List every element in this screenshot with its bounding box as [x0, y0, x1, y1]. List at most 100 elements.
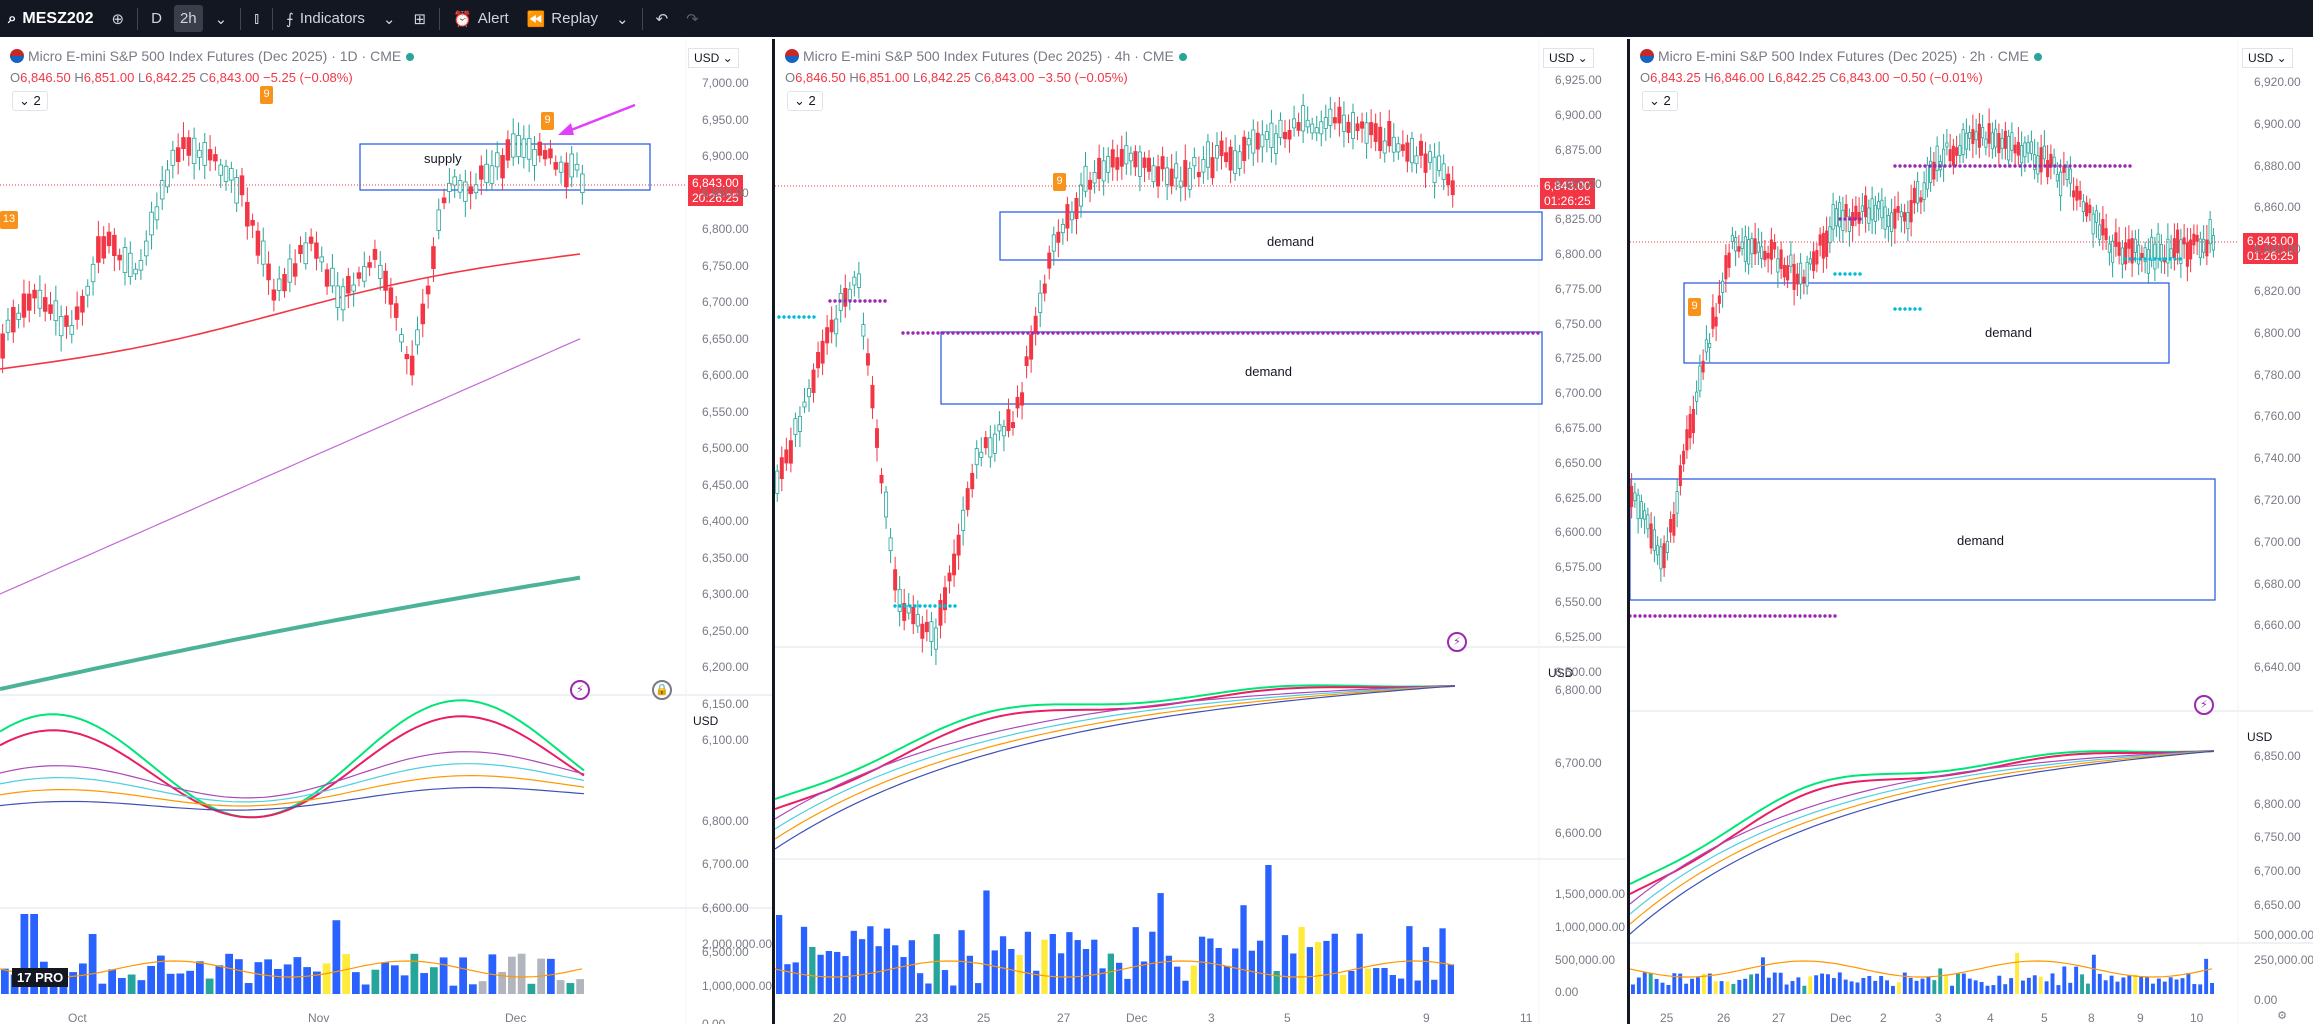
indicator-toggle[interactable]: ⌄ 2 — [787, 91, 823, 111]
flash-icon[interactable]: ⚡ — [570, 680, 590, 700]
signal-dot — [1451, 331, 1455, 335]
chart-canvas[interactable] — [775, 39, 1626, 1024]
volume-bar — [1248, 950, 1255, 994]
signal-dot — [1056, 331, 1060, 335]
candle — [2211, 235, 2215, 251]
currency-selector[interactable]: USD ⌄ — [1543, 48, 1594, 68]
volume-bar — [361, 984, 370, 994]
interval-dropdown[interactable]: ⌄ — [206, 0, 237, 37]
low-value: 6,842.25 — [1775, 70, 1826, 85]
demand-zone-label: demand — [1267, 234, 1314, 249]
volume-bar — [800, 926, 808, 994]
candle — [1756, 242, 1760, 253]
lock-icon[interactable]: 🔒 — [652, 680, 672, 700]
indicators-dropdown[interactable]: ⌄ — [374, 0, 405, 37]
candle — [1691, 408, 1695, 434]
chart-panel-daily[interactable]: Micro E-mini S&P 500 Index Futures (Dec … — [0, 39, 772, 1024]
chart-panel-4h[interactable]: Micro E-mini S&P 500 Index Futures (Dec … — [772, 39, 1626, 1024]
volume-bar — [2156, 978, 2161, 994]
signal-dot — [1246, 331, 1250, 335]
signal-dot — [1683, 614, 1687, 618]
replay-dropdown[interactable]: ⌄ — [607, 0, 638, 37]
volume-bar — [196, 961, 204, 994]
chart-canvas[interactable] — [1630, 39, 2313, 1024]
undo-button[interactable]: ↶ — [647, 0, 678, 37]
signal-dot — [903, 604, 907, 608]
currency-selector[interactable]: USD ⌄ — [2242, 48, 2293, 68]
candle — [1097, 157, 1102, 179]
signal-dot — [1366, 331, 1370, 335]
price-axis-label: 6,900.00 — [702, 149, 749, 163]
flash-icon[interactable]: ⚡ — [1447, 632, 1467, 652]
replay-label: Replay — [551, 10, 598, 27]
interval-2h-button[interactable]: 2h — [173, 5, 203, 32]
volume-bar — [1790, 981, 1795, 994]
candle — [1047, 252, 1052, 269]
price-axis-label: 6,350.00 — [702, 550, 749, 565]
candle — [1011, 422, 1015, 429]
signal-dot — [1808, 614, 1812, 618]
alert-button[interactable]: ⏰ Alert — [444, 0, 518, 37]
signal-dot — [1903, 164, 1907, 168]
candle — [1128, 152, 1133, 162]
indicator-toggle[interactable]: ⌄ 2 — [12, 91, 48, 111]
chart-canvas[interactable] — [0, 39, 772, 1024]
signal-dot — [802, 315, 806, 319]
candle — [1727, 252, 1731, 268]
candle — [516, 135, 521, 158]
price-axis-label: 6,450.00 — [702, 477, 749, 492]
signal-dot — [1968, 164, 1972, 168]
volume-bar — [1743, 978, 1748, 994]
volume-bar — [1008, 949, 1015, 994]
redo-button[interactable]: ↷ — [677, 0, 708, 37]
signal-dot — [1206, 331, 1210, 335]
signal-dot — [1913, 307, 1917, 311]
candle — [1133, 151, 1138, 168]
indicator-toggle[interactable]: ⌄ 2 — [1642, 91, 1678, 111]
signal-dot — [2083, 164, 2087, 168]
replay-button[interactable]: ⏪ Replay — [518, 0, 607, 37]
symbol-search[interactable]: ⌕ MESZ202 — [0, 0, 103, 37]
currency-selector[interactable]: USD ⌄ — [688, 48, 739, 68]
signal-dot — [1016, 331, 1020, 335]
signal-dot — [2008, 164, 2012, 168]
indicators-button[interactable]: ⨍ Indicators — [277, 0, 374, 37]
volume-bar — [157, 955, 165, 994]
signal-dot — [1963, 164, 1967, 168]
volume-bar — [908, 940, 915, 994]
time-axis-label: Dec — [505, 1011, 527, 1024]
signal-dot — [848, 299, 852, 303]
time-axis-label: Oct — [68, 1011, 87, 1024]
volume-bar — [999, 936, 1007, 994]
add-symbol-button[interactable]: ⊕ — [103, 0, 134, 37]
layout-button[interactable]: ⊞ — [405, 0, 436, 37]
volume-bar — [1696, 977, 1700, 994]
signal-dot — [901, 331, 905, 335]
candle — [2003, 130, 2007, 149]
price-axis-label: 6,850.00 — [702, 185, 749, 200]
candle — [1137, 151, 1142, 177]
change-value: −0.50 (−0.01%) — [1893, 70, 1983, 85]
chevron-down-icon: ⌄ — [382, 10, 396, 28]
signal-dot — [2098, 164, 2102, 168]
settings-icon[interactable]: ⚙ — [2277, 1010, 2287, 1022]
signal-dot — [1126, 331, 1130, 335]
volume-bar — [1956, 973, 1960, 994]
candle — [26, 293, 32, 311]
signal-dot — [1838, 272, 1842, 276]
candle — [181, 137, 186, 149]
chart-panel-2h[interactable]: Micro E-mini S&P 500 Index Futures (Dec … — [1627, 39, 2313, 1024]
indicator-line — [775, 685, 1456, 820]
interval-d-button[interactable]: D — [151, 10, 162, 27]
indicator-axis-label: 6,700.00 — [2254, 864, 2301, 878]
signal-dot — [1778, 614, 1782, 618]
volume-bar — [1701, 973, 1706, 994]
candle — [1174, 163, 1179, 179]
candle — [42, 297, 48, 312]
bar-style-button[interactable]: ⫾ — [245, 0, 268, 37]
signal-dot — [951, 331, 955, 335]
candle — [1015, 396, 1020, 409]
flash-icon[interactable]: ⚡ — [2194, 695, 2214, 715]
time-axis-label: Dec — [1830, 1011, 1852, 1024]
candle — [1328, 108, 1333, 126]
